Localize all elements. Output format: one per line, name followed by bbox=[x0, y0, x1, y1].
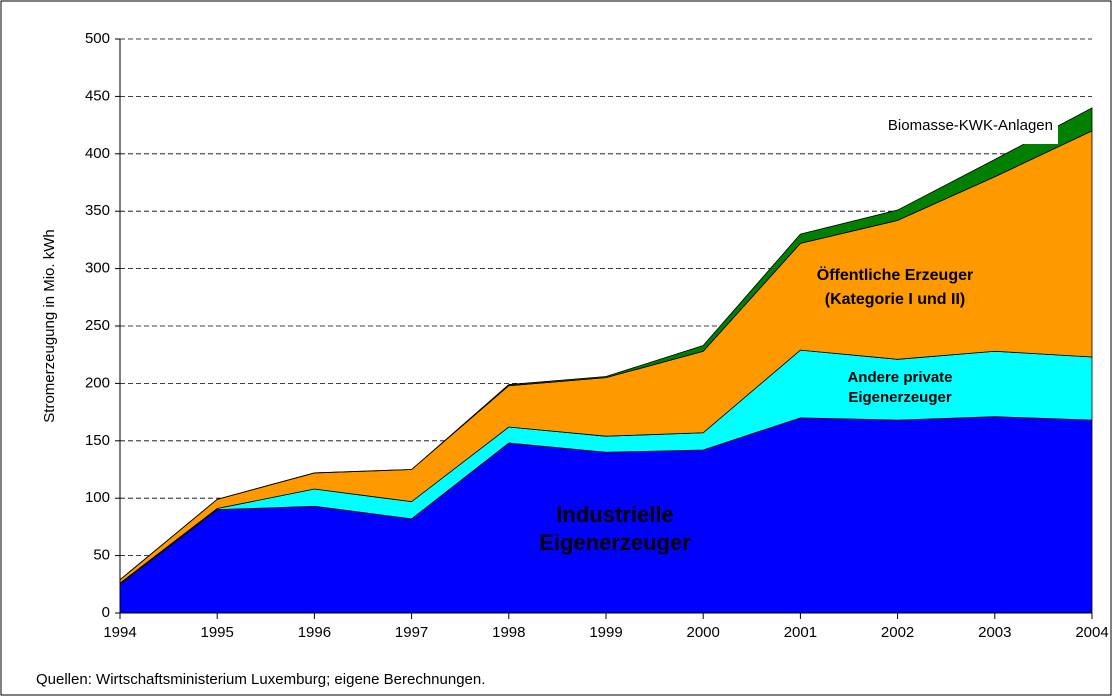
y-tick-label: 100 bbox=[85, 489, 110, 506]
y-tick-label: 300 bbox=[85, 260, 110, 277]
y-tick-label: 50 bbox=[93, 547, 110, 564]
y-tick-label: 400 bbox=[85, 145, 110, 162]
y-tick-label: 0 bbox=[102, 604, 110, 621]
x-tick-label: 1995 bbox=[201, 624, 234, 641]
y-tick-label: 250 bbox=[85, 317, 110, 334]
series-label-line: Industrielle bbox=[556, 502, 673, 527]
x-tick-label: 1999 bbox=[589, 624, 622, 641]
x-tick-label: 2003 bbox=[978, 624, 1011, 641]
series-label-line: (Kategorie I und II) bbox=[825, 291, 965, 308]
series-label: Industrielle Eigenerzeuger bbox=[539, 502, 691, 555]
y-tick-label: 200 bbox=[85, 374, 110, 391]
series-label-line: Öffentliche Erzeuger bbox=[817, 265, 973, 284]
area bbox=[119, 107, 1093, 581]
x-tick-label: 1994 bbox=[103, 624, 136, 641]
series-label-line: Eigenerzeuger bbox=[848, 389, 952, 406]
series-label: Biomasse-KWK-Anlagen bbox=[888, 117, 1053, 134]
y-tick-label: 350 bbox=[85, 202, 110, 219]
series-label: Andere private Eigenerzeuger bbox=[847, 369, 952, 406]
label-box bbox=[853, 117, 1058, 144]
source-note: Quellen: Wirtschaftsministerium Luxembur… bbox=[36, 671, 485, 688]
x-tick-label: 2001 bbox=[784, 624, 817, 641]
x-tick-label: 1997 bbox=[395, 624, 428, 641]
series-label-line: Biomasse-KWK-Anlagen bbox=[888, 117, 1053, 134]
y-tick-label: 450 bbox=[85, 87, 110, 104]
y-axis-label: Stromerzeugung in Mio. kWh bbox=[41, 229, 58, 422]
x-tick-label: 1998 bbox=[492, 624, 525, 641]
x-tick-label: 1996 bbox=[298, 624, 331, 641]
y-tick-label: 150 bbox=[85, 432, 110, 449]
y-tick-label: 500 bbox=[85, 30, 110, 47]
series-label-line: Eigenerzeuger bbox=[539, 530, 691, 555]
series-label-line: Andere private bbox=[847, 369, 952, 386]
x-tick-label: 2002 bbox=[881, 624, 914, 641]
series-label: Öffentliche Erzeuger (Kategorie I und II) bbox=[817, 265, 973, 308]
x-tick-label: 2000 bbox=[687, 624, 720, 641]
x-tick-label: 2004 bbox=[1075, 624, 1108, 641]
